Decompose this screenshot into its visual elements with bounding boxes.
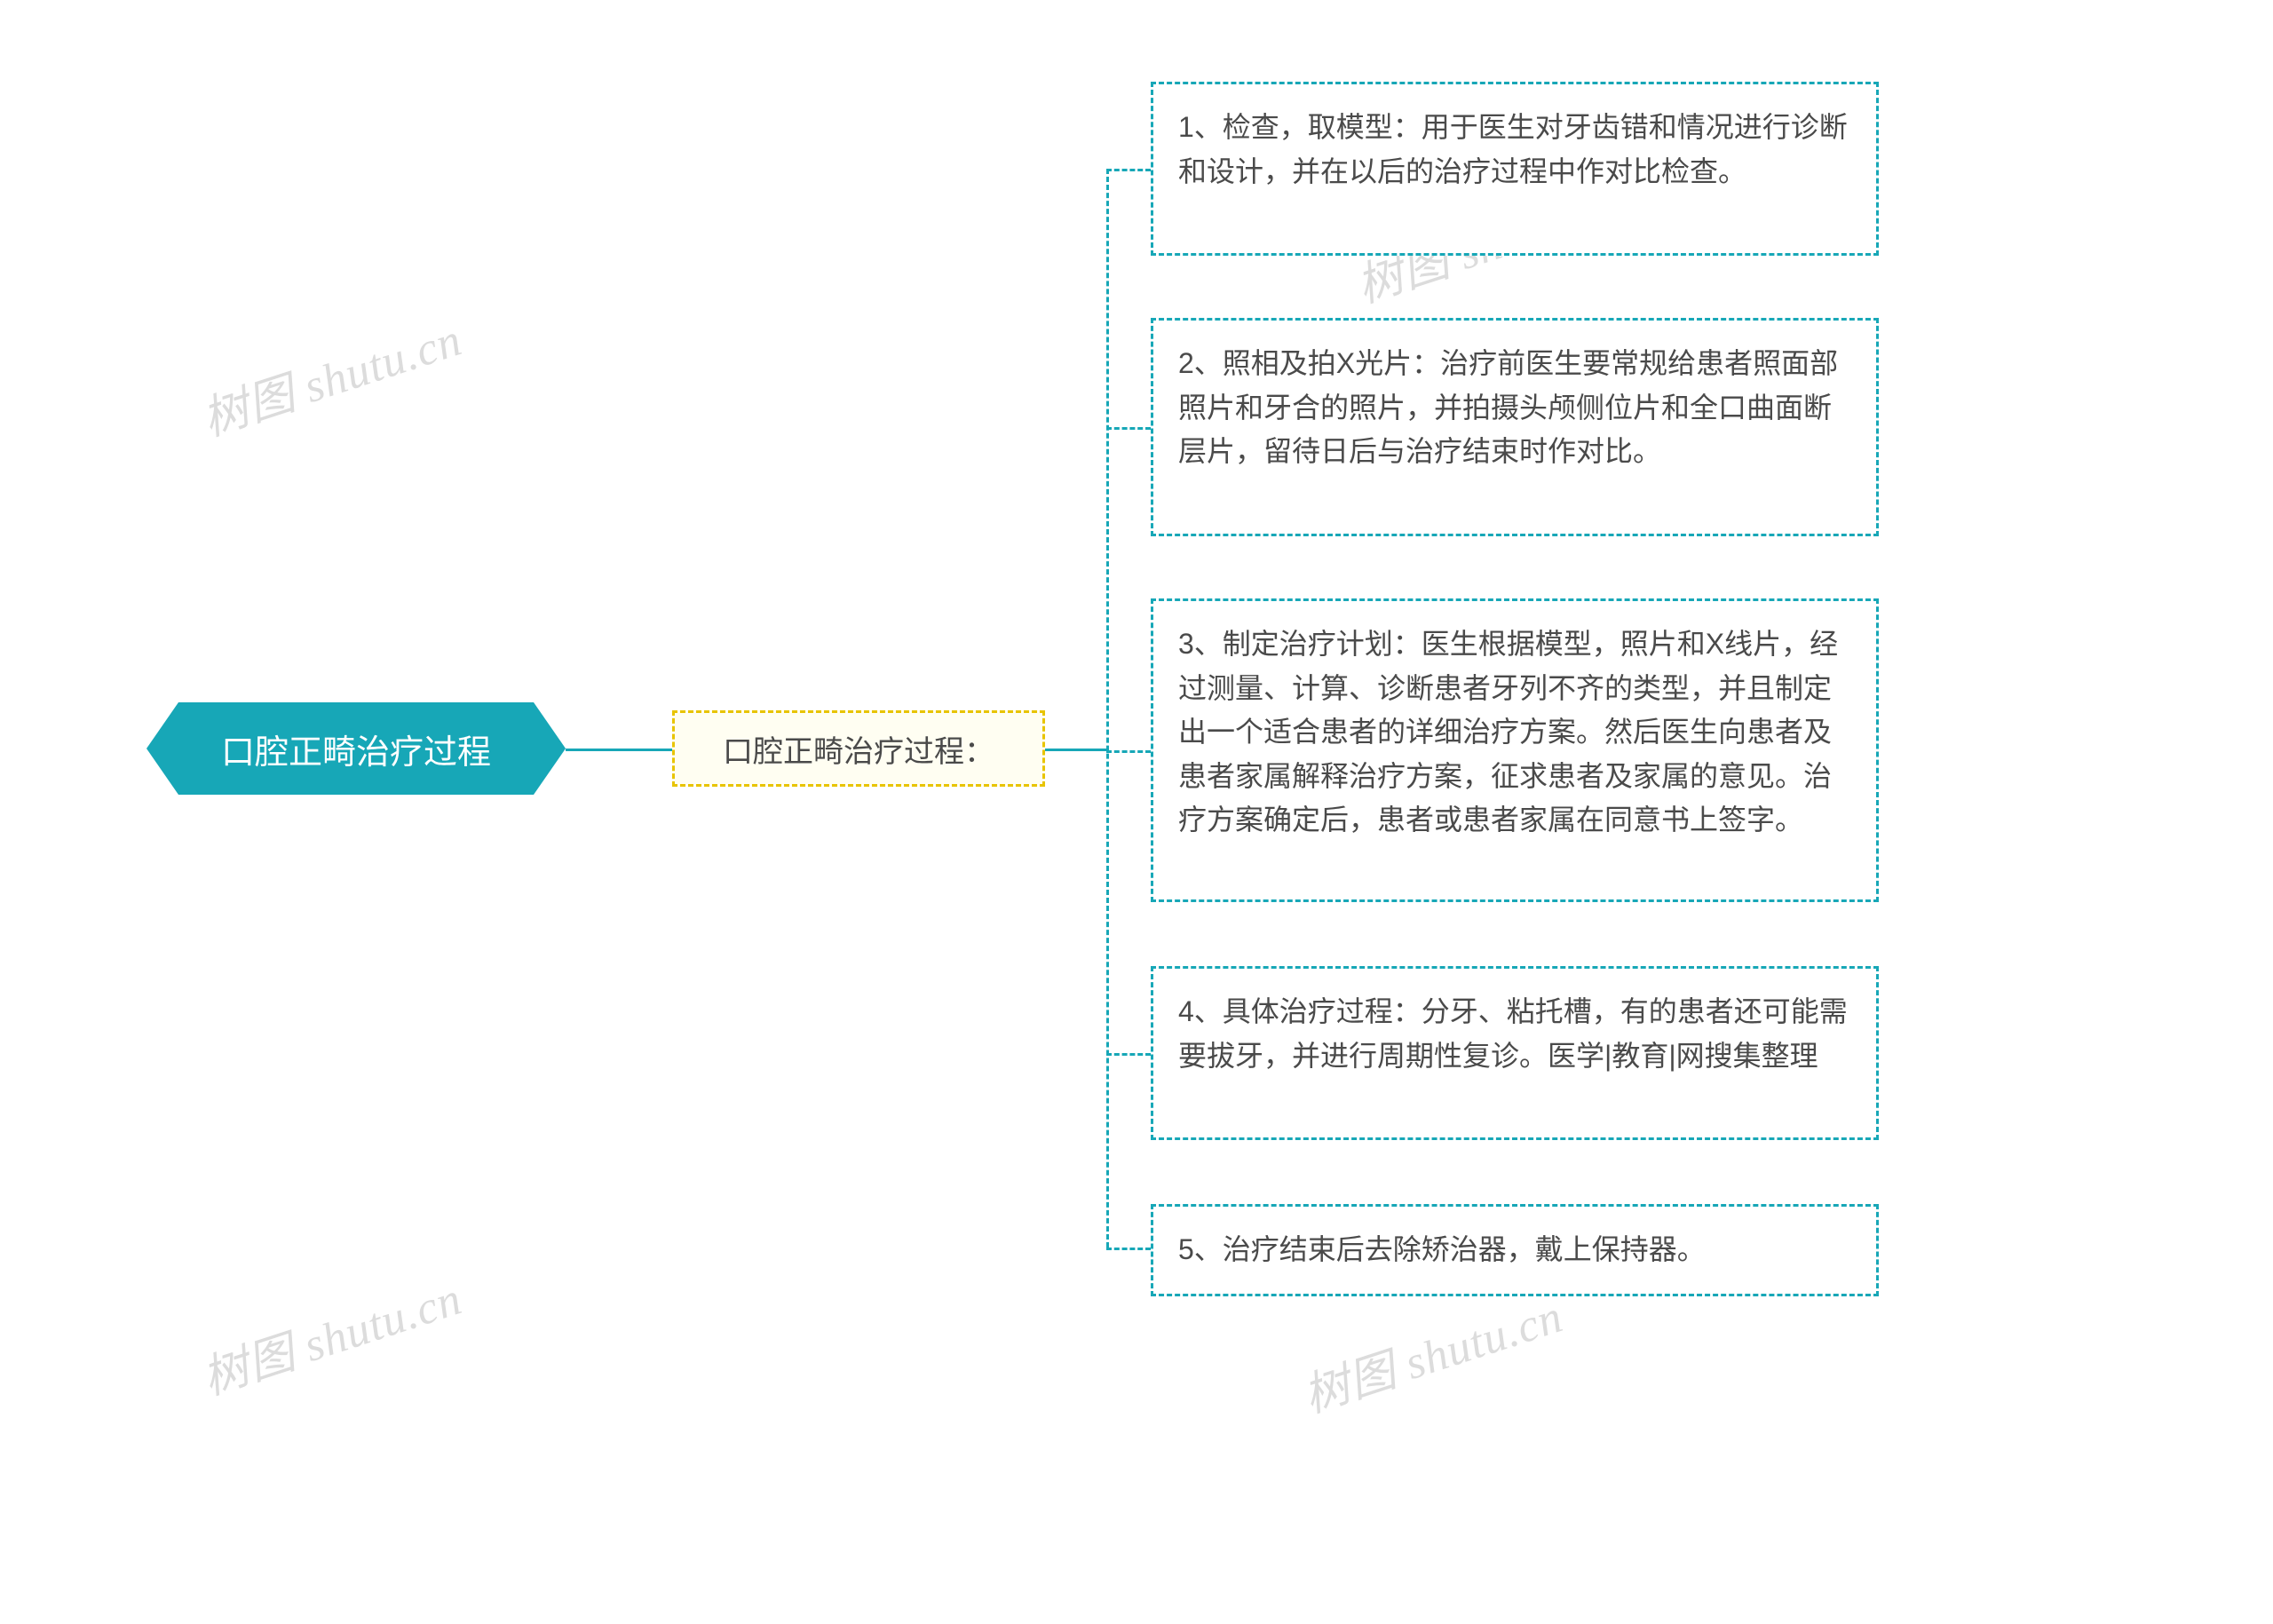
leaf-node: 4、具体治疗过程：分牙、粘托槽，有的患者还可能需要拔牙，并进行周期性复诊。医学|…	[1151, 966, 1879, 1140]
leaf-node: 3、制定治疗计划：医生根据模型，照片和X线片，经过测量、计算、诊断患者牙列不齐的…	[1151, 598, 1879, 902]
leaf-text: 2、照相及拍X光片：治疗前医生要常规给患者照面部照片和牙合的照片，并拍摄头颅侧位…	[1178, 342, 1851, 474]
connector-root-sub	[566, 749, 672, 751]
leaf-text: 1、检查，取模型：用于医生对牙齿错和情况进行诊断和设计，并在以后的治疗过程中作对…	[1178, 106, 1851, 194]
connector-leaf	[1106, 1053, 1151, 1056]
root-node-cap-left	[147, 702, 178, 795]
leaf-text: 4、具体治疗过程：分牙、粘托槽，有的患者还可能需要拔牙，并进行周期性复诊。医学|…	[1178, 990, 1851, 1078]
sub-node-label: 口腔正畸治疗过程：	[723, 727, 994, 771]
watermark: 树图 shutu.cn	[193, 1261, 469, 1407]
connector-leaf	[1106, 750, 1151, 753]
leaf-text: 5、治疗结束后去除矫治器，戴上保持器。	[1178, 1228, 1706, 1272]
connector-leaf	[1106, 1248, 1151, 1250]
leaf-node: 1、检查，取模型：用于医生对牙齿错和情况进行诊断和设计，并在以后的治疗过程中作对…	[1151, 82, 1879, 256]
watermark: 树图 shutu.cn	[193, 302, 469, 448]
root-node-cap-right	[534, 702, 566, 795]
leaf-node: 2、照相及拍X光片：治疗前医生要常规给患者照面部照片和牙合的照片，并拍摄头颅侧位…	[1151, 318, 1879, 536]
watermark: 树图 shutu.cn	[1294, 1279, 1570, 1425]
connector-sub-stem	[1045, 749, 1106, 751]
connector-leaf	[1106, 169, 1151, 171]
connector-leaf	[1106, 427, 1151, 430]
connector-vertical-rail	[1106, 169, 1109, 1248]
diagram-canvas: 树图 shutu.cn 树图 shutu.cn 树图 shutu.cn 树图 s…	[0, 0, 2273, 1624]
sub-node: 口腔正畸治疗过程：	[672, 710, 1045, 787]
root-node-label: 口腔正畸治疗过程	[221, 725, 491, 773]
root-node: 口腔正畸治疗过程	[147, 702, 566, 795]
leaf-node: 5、治疗结束后去除矫治器，戴上保持器。	[1151, 1204, 1879, 1296]
leaf-text: 3、制定治疗计划：医生根据模型，照片和X线片，经过测量、计算、诊断患者牙列不齐的…	[1178, 622, 1851, 843]
